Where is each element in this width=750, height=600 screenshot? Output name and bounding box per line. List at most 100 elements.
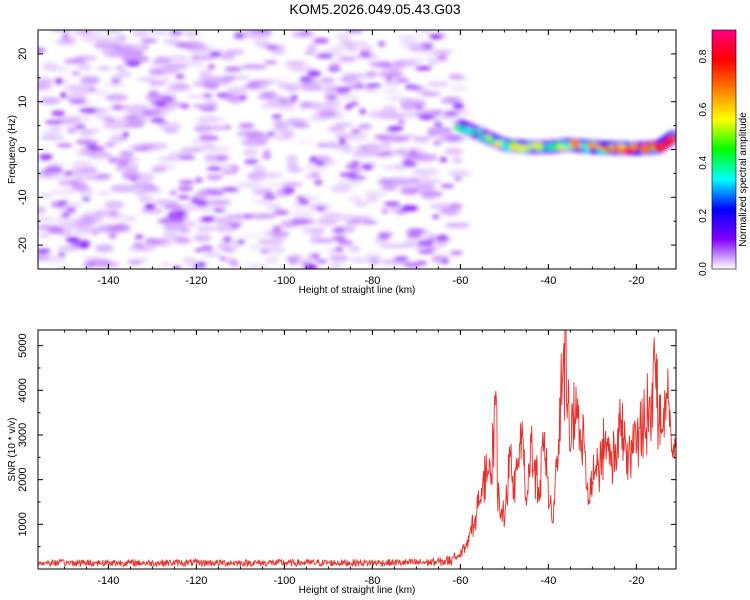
noise-blob xyxy=(271,119,285,126)
noise-blob xyxy=(374,152,393,158)
noise-blob xyxy=(215,208,226,213)
noise-blob xyxy=(208,192,225,196)
noise-blob xyxy=(110,79,121,84)
noise-blob xyxy=(413,136,430,142)
noise-blob xyxy=(233,32,245,39)
noise-blob xyxy=(284,187,295,194)
noise-blob xyxy=(271,114,283,120)
noise-blob xyxy=(311,172,319,176)
noise-blob xyxy=(381,105,398,114)
noise-blob xyxy=(128,43,144,50)
noise-blob xyxy=(83,256,101,262)
y-tick-label: -20 xyxy=(17,237,29,253)
signal-peak xyxy=(572,143,578,147)
noise-blob xyxy=(449,73,463,79)
noise-blob xyxy=(180,147,201,153)
noise-blob xyxy=(439,157,448,163)
noise-blob xyxy=(259,199,273,207)
noise-blob xyxy=(206,166,222,171)
noise-blob xyxy=(330,263,342,269)
noise-blob xyxy=(399,134,418,139)
noise-blob xyxy=(452,103,465,110)
noise-blob xyxy=(391,61,406,66)
noise-blob xyxy=(195,177,203,183)
y-axis-label: SNR (10 * v/v) xyxy=(7,418,18,482)
noise-blob xyxy=(336,86,351,93)
signal-peak xyxy=(664,138,673,142)
noise-blob xyxy=(403,262,421,268)
x-tick-label: -80 xyxy=(364,275,380,287)
noise-blob xyxy=(269,47,286,55)
noise-blob xyxy=(236,130,263,138)
noise-blob xyxy=(259,103,278,109)
noise-blob xyxy=(97,36,126,44)
noise-blob xyxy=(198,75,221,81)
noise-blob xyxy=(133,191,146,195)
x-axis-label: Height of straight line (km) xyxy=(299,585,416,596)
colorbar-label: Normalized spectral amplitude xyxy=(738,112,749,247)
noise-blob xyxy=(307,70,321,77)
noise-blob xyxy=(381,208,389,214)
noise-blob xyxy=(313,38,329,44)
noise-blob xyxy=(387,71,400,77)
noise-blob xyxy=(330,68,337,73)
noise-blob xyxy=(327,142,351,150)
noise-blob xyxy=(225,222,243,226)
noise-blob xyxy=(66,127,77,134)
noise-blob xyxy=(420,190,443,198)
noise-blob xyxy=(256,172,283,179)
noise-blob xyxy=(421,91,439,97)
noise-blob xyxy=(150,60,171,65)
noise-blob xyxy=(148,90,160,97)
noise-blob xyxy=(262,230,286,236)
noise-blob xyxy=(80,75,100,85)
noise-blob xyxy=(293,139,314,144)
noise-blob xyxy=(384,201,401,207)
noise-blob xyxy=(290,94,298,101)
noise-blob xyxy=(237,239,245,245)
noise-blob xyxy=(365,83,382,88)
noise-blob xyxy=(373,238,391,243)
noise-blob xyxy=(242,148,258,157)
noise-blob xyxy=(240,138,269,147)
y-tick-label: 1000 xyxy=(17,512,29,536)
x-tick-label: -60 xyxy=(452,275,468,287)
noise-blob xyxy=(47,166,64,171)
noise-blob xyxy=(362,220,379,225)
noise-blob xyxy=(151,163,178,170)
noise-blob xyxy=(449,84,468,93)
noise-blob xyxy=(243,214,253,219)
noise-blob xyxy=(179,103,190,109)
noise-blob xyxy=(324,85,340,92)
noise-blob xyxy=(364,88,379,93)
noise-blob xyxy=(224,66,242,72)
noise-blob xyxy=(315,259,328,263)
noise-blob xyxy=(162,229,179,236)
signal-blob xyxy=(459,122,468,127)
noise-blob xyxy=(383,89,400,94)
noise-blob xyxy=(62,33,69,39)
colorbar: 0.0 0.2 0.4 0.6 0.8 Normalized spectral ampli… xyxy=(698,29,749,276)
noise-blob xyxy=(70,167,98,174)
noise-blob xyxy=(246,82,260,89)
noise-blob xyxy=(257,238,285,245)
noise-blob xyxy=(448,169,471,178)
noise-blob xyxy=(224,125,232,130)
noise-blob xyxy=(398,34,419,42)
noise-blob xyxy=(433,140,442,146)
noise-blob xyxy=(285,161,299,169)
noise-blob xyxy=(66,207,76,213)
noise-blob xyxy=(316,143,331,147)
noise-blob xyxy=(385,96,412,101)
noise-blob xyxy=(67,83,89,90)
noise-blob xyxy=(169,54,190,63)
noise-blob xyxy=(178,180,195,185)
noise-blob xyxy=(408,228,416,233)
colorbar-tick-label: 0.4 xyxy=(698,155,709,169)
noise-blob xyxy=(231,75,251,81)
noise-blob xyxy=(39,154,53,161)
noise-blob xyxy=(209,51,222,57)
noise-blob xyxy=(121,152,135,158)
noise-blob xyxy=(193,80,217,88)
noise-blob xyxy=(203,93,213,99)
